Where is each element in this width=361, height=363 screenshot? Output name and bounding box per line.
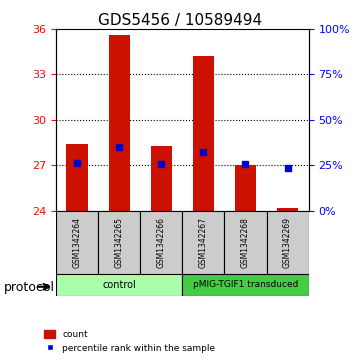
Bar [56,274,182,296]
Bar [98,211,140,274]
Text: GDS5456 / 10589494: GDS5456 / 10589494 [99,13,262,28]
Bar [182,211,225,274]
Text: GSM1342265: GSM1342265 [115,217,123,268]
Bar [151,146,172,211]
Text: GSM1342264: GSM1342264 [73,217,82,268]
Text: GSM1342266: GSM1342266 [157,217,166,268]
Text: GSM1342267: GSM1342267 [199,217,208,268]
Text: pMIG-TGIF1 transduced: pMIG-TGIF1 transduced [193,281,298,289]
Bar [182,274,309,296]
Bar [193,56,214,211]
Bar [225,211,266,274]
Bar [235,165,256,211]
Bar [140,211,182,274]
Text: protocol: protocol [4,281,55,294]
Text: GSM1342268: GSM1342268 [241,217,250,268]
Bar [66,144,87,211]
Legend: count, percentile rank within the sample: count, percentile rank within the sample [41,327,219,357]
Text: control: control [102,280,136,290]
Text: GSM1342269: GSM1342269 [283,217,292,268]
Bar [277,208,298,211]
Bar [109,35,130,211]
Bar [56,211,98,274]
Bar [266,211,309,274]
